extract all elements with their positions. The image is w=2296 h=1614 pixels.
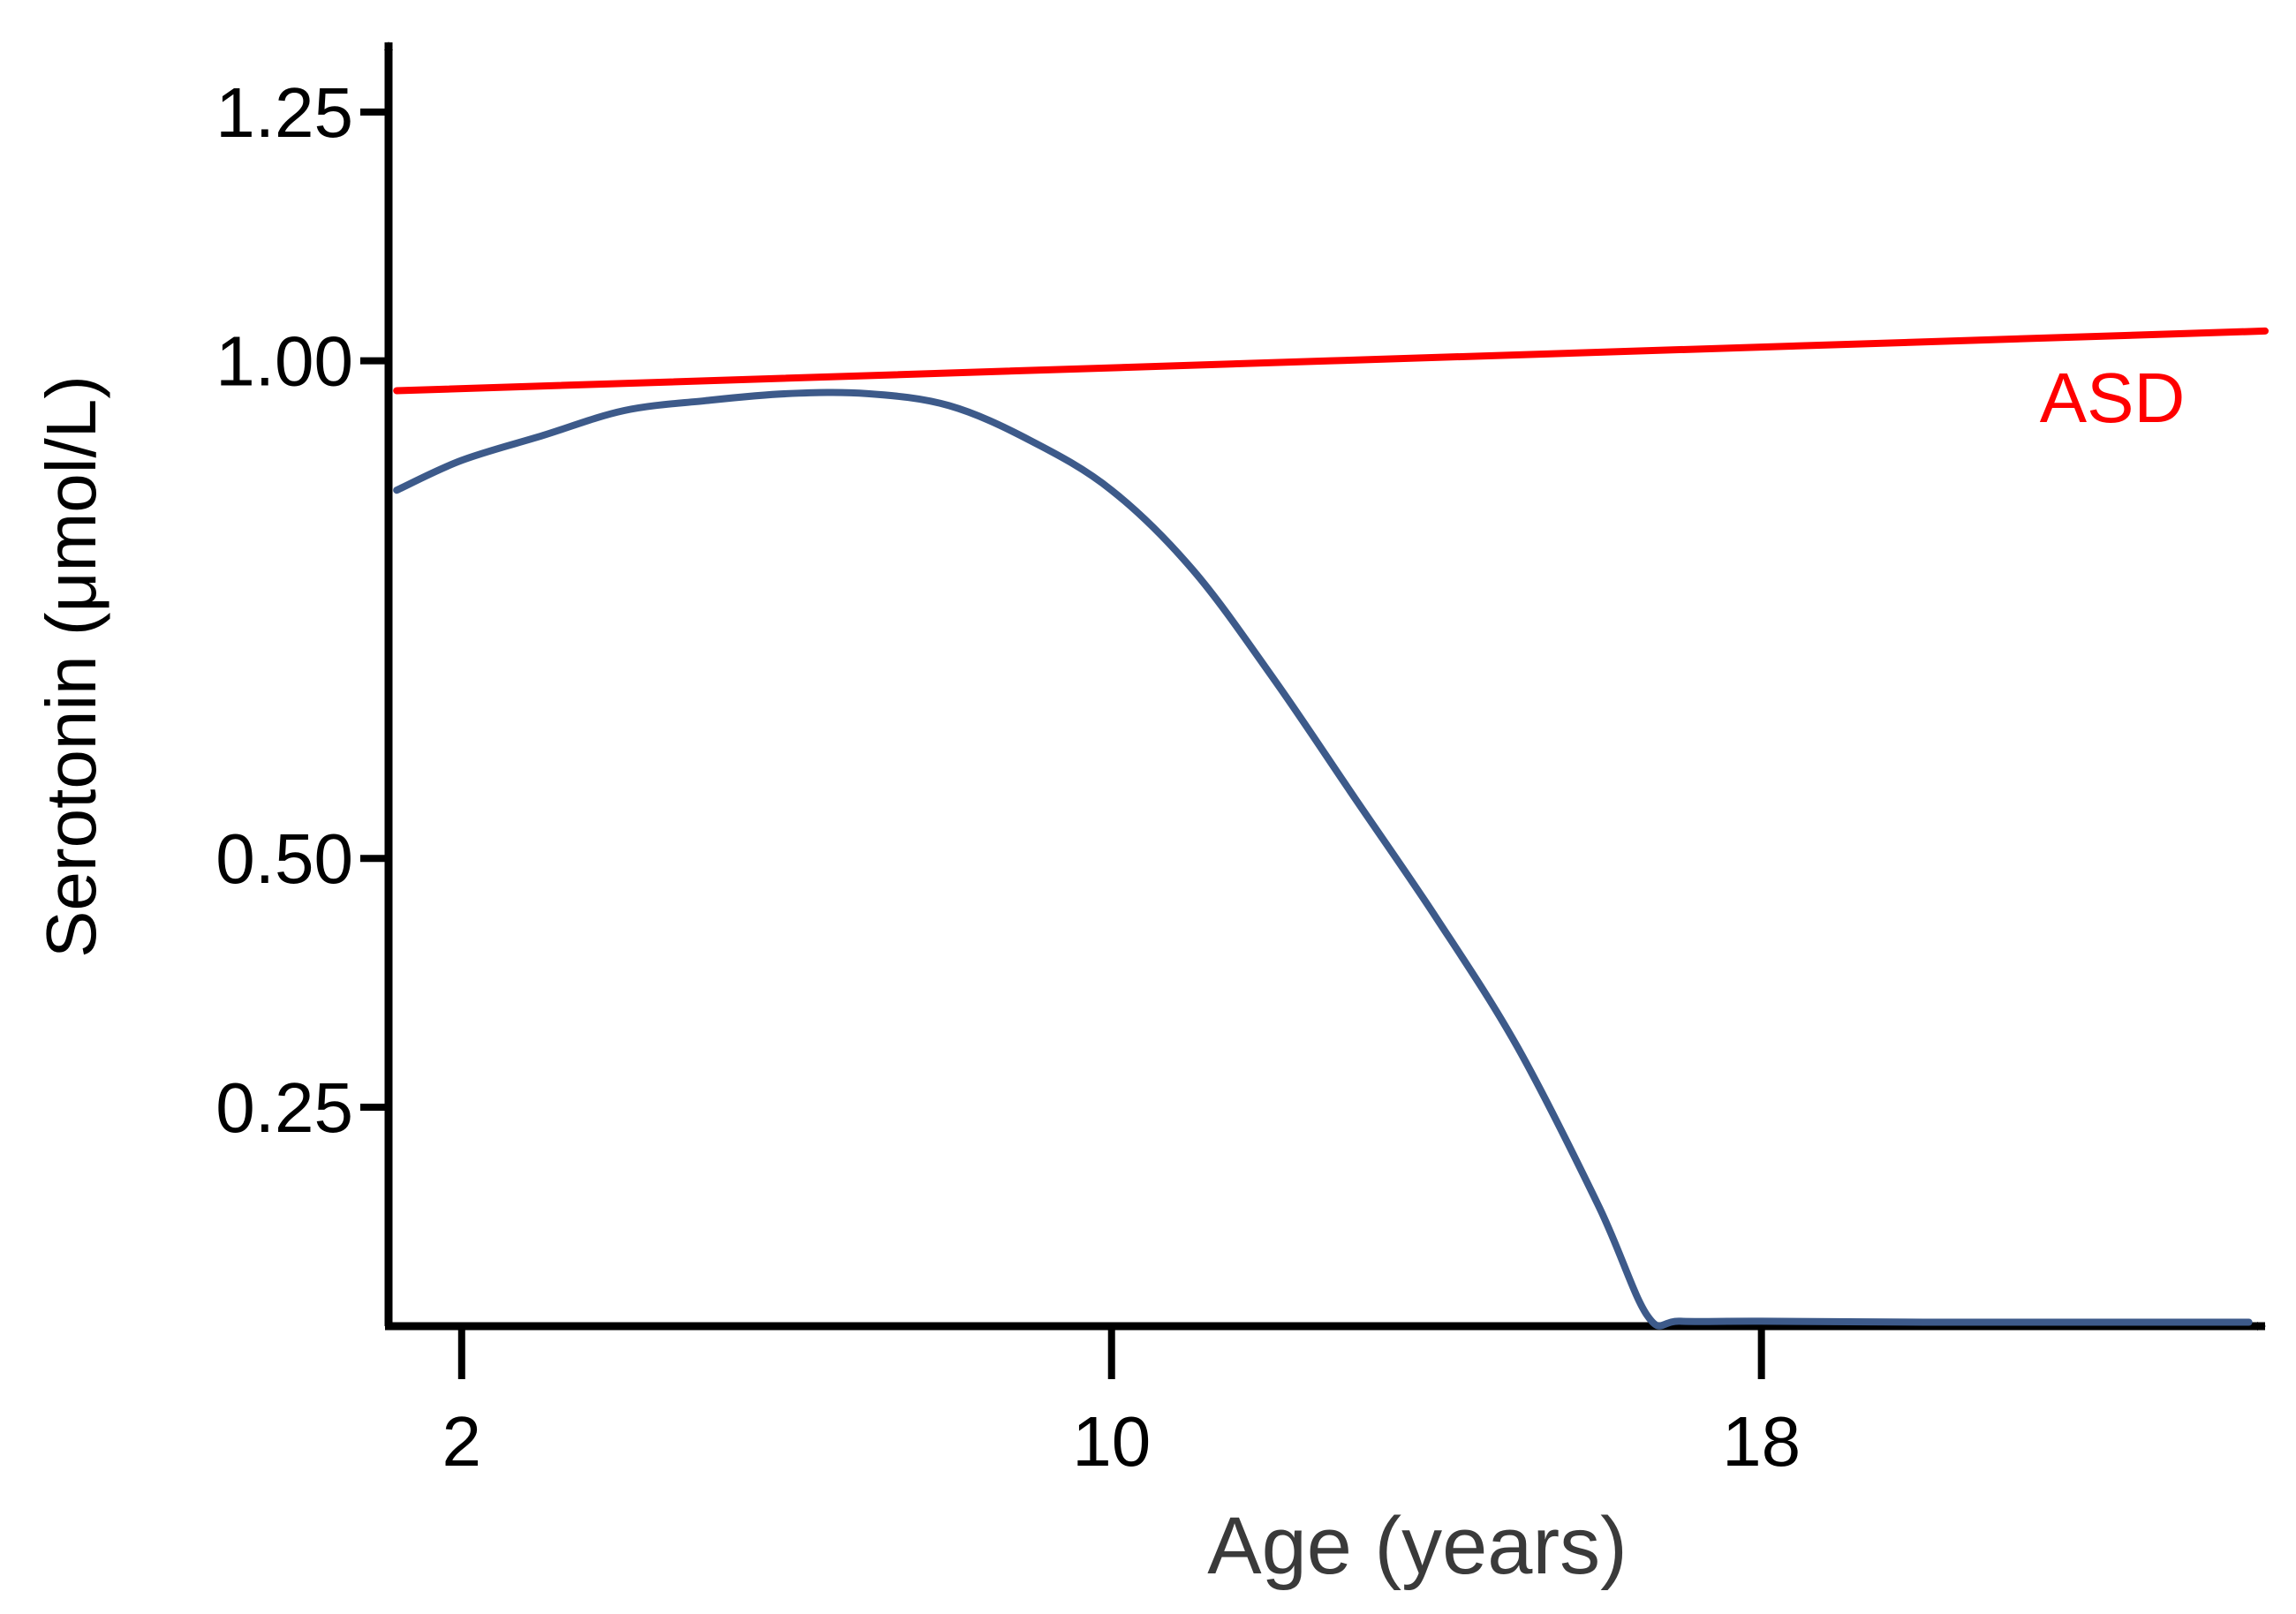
ticks-layer: 0.25 0.50 1.00 1.25 2 10 18 (215, 73, 1801, 1481)
y-tick-label: 1.25 (215, 73, 353, 152)
series-label-asd: ASD (2040, 358, 2186, 437)
series-layer (393, 327, 2269, 1330)
series-line-asd (393, 327, 2269, 395)
x-tick-label: 2 (442, 1402, 482, 1481)
x-axis-title: Age (years) (1207, 1501, 1628, 1591)
x-tick-label: 10 (1072, 1402, 1151, 1481)
y-tick-label: 0.50 (215, 819, 353, 898)
y-tick-label: 1.00 (215, 322, 353, 401)
y-axis-title: Serotonin (μmol/L) (32, 375, 110, 958)
series-line-serotonin (393, 388, 2253, 1330)
x-tick-label: 18 (1722, 1402, 1801, 1481)
axes (384, 41, 2266, 1331)
y-tick-label: 0.25 (215, 1068, 353, 1147)
